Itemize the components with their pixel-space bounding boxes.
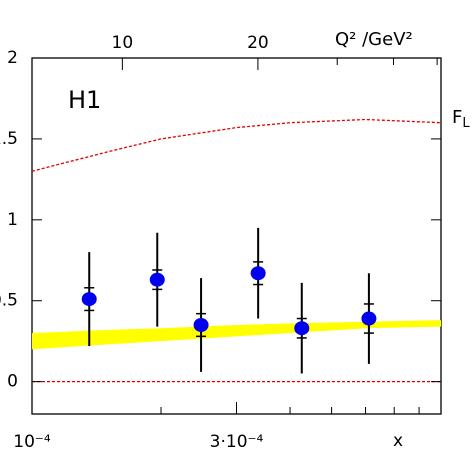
x-tick-label: 10⁻⁴ bbox=[13, 432, 51, 452]
data-point bbox=[149, 272, 165, 287]
data-point bbox=[81, 292, 97, 307]
data-point bbox=[193, 318, 209, 332]
y-tick-label: 0.5 bbox=[0, 291, 18, 311]
x-axis-label: x bbox=[393, 431, 403, 451]
y-tick-label: 0 bbox=[7, 372, 18, 392]
uncertainty-band bbox=[32, 320, 441, 350]
x-tick-label: 3·10⁻⁴ bbox=[210, 432, 264, 452]
y-tick-label: 1 bbox=[7, 210, 18, 230]
curve-label-sub: L bbox=[462, 116, 470, 131]
y-tick-label: 1.5 bbox=[0, 129, 18, 149]
curve-label: FL bbox=[452, 107, 470, 131]
x2-axis-label: Q² /GeV² bbox=[335, 29, 413, 50]
data-point bbox=[361, 311, 377, 326]
data-point bbox=[294, 321, 310, 336]
y-tick-label: 2 bbox=[7, 48, 18, 68]
x2-tick-label: 20 bbox=[247, 33, 269, 53]
data-point bbox=[250, 266, 266, 281]
dashed-curve bbox=[31, 118, 442, 172]
curve-label-main: F bbox=[452, 107, 462, 128]
x2-tick-label: 10 bbox=[112, 33, 134, 53]
annotation: H1 bbox=[68, 86, 101, 114]
